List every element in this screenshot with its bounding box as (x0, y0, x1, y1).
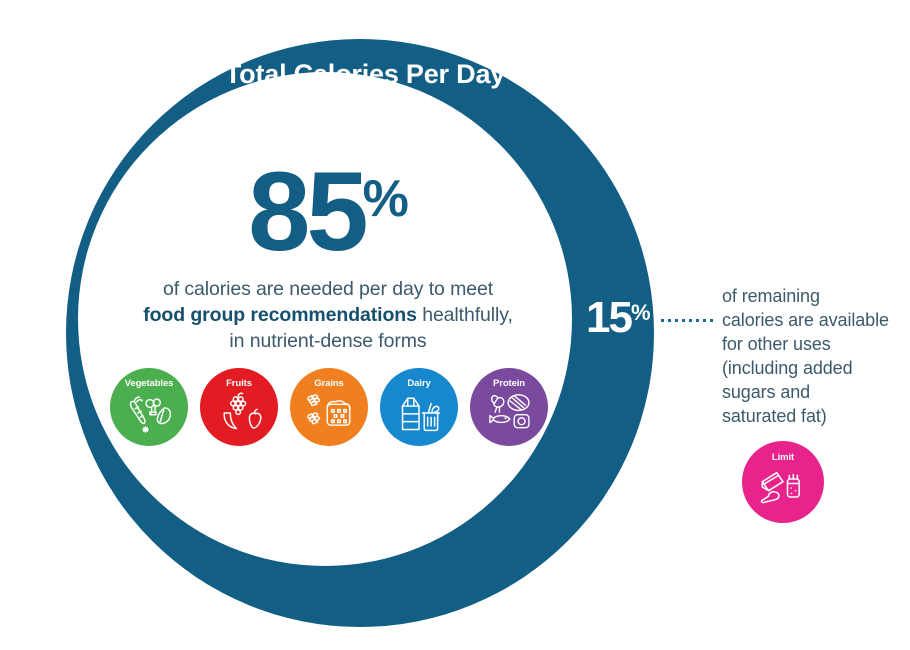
outer-description-line3: for other uses (722, 333, 831, 354)
food-group-fruits[interactable]: Fruits (200, 368, 278, 446)
outer-description-line4: (including added (722, 357, 853, 378)
limit-icon (760, 471, 800, 503)
outer-percent-number: 15 (586, 293, 633, 342)
outer-description-line1: of remaining (722, 286, 820, 306)
food-group-label: Fruits (226, 378, 252, 389)
food-group-label: Grains (314, 378, 344, 389)
outer-percent-value: 15% (586, 293, 651, 342)
outer-description-line2: calories are available (722, 309, 889, 330)
food-group-label: Protein (492, 378, 526, 389)
dotted-leader-line (661, 318, 717, 323)
vegetables-icon (129, 395, 172, 433)
dairy-icon (401, 397, 441, 431)
inner-description-line3: in nutrient-dense forms (229, 329, 427, 352)
food-group-protein[interactable]: Protein (470, 368, 548, 446)
protein-icon (489, 393, 530, 428)
inner-description-bold: food group recommendations (143, 303, 417, 326)
inner-description-line2-rest: healthfully, (416, 303, 513, 326)
outer-description-line5: sugars and (722, 381, 811, 402)
inner-description: of calories are needed per day to meet f… (78, 277, 578, 355)
limit-group-badge[interactable]: Limit (742, 441, 824, 523)
inner-percent-value: 85% (78, 156, 578, 268)
grains-icon (307, 393, 351, 426)
fruits-icon (223, 392, 262, 429)
inner-content-block: 85% of calories are needed per day to me… (78, 156, 578, 355)
page-title: Total Calories Per Day (224, 59, 506, 89)
food-group-grains[interactable]: Grains (290, 368, 368, 446)
inner-percent-number: 85 (248, 149, 369, 274)
inner-description-line1: of calories are needed per day to meet (162, 278, 494, 301)
limit-label: Limit (771, 452, 795, 463)
food-group-dairy[interactable]: Dairy (380, 368, 458, 446)
inner-percent-symbol: % (362, 170, 409, 228)
food-group-list: Vegetables Fruits (110, 368, 548, 446)
outer-percent-symbol: % (630, 300, 651, 325)
outer-description: of remaining calories are available for … (722, 285, 902, 429)
food-group-label: Dairy (407, 378, 431, 389)
outer-description-line6: saturated fat) (722, 405, 827, 426)
food-group-vegetables[interactable]: Vegetables (110, 368, 188, 446)
ring-inner-hole (78, 72, 572, 566)
food-group-label: Vegetables (124, 378, 174, 389)
